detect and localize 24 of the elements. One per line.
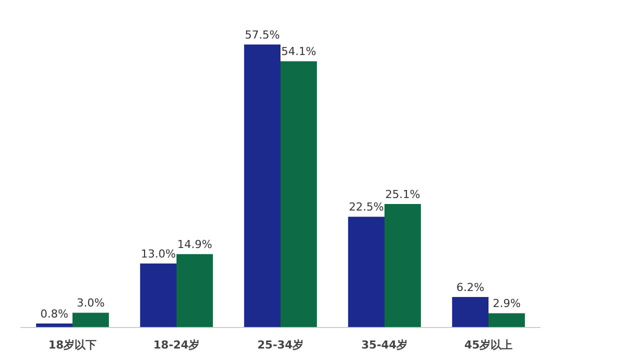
data-label: 13.0% bbox=[140, 248, 176, 261]
bar bbox=[488, 313, 525, 328]
data-label: 25.1% bbox=[385, 188, 420, 201]
bar bbox=[452, 296, 488, 328]
x-tick-label: 45岁以上 bbox=[464, 338, 513, 352]
data-label: 3.0% bbox=[76, 296, 105, 310]
data-label: 6.2% bbox=[456, 280, 484, 294]
data-label: 22.5% bbox=[348, 200, 384, 214]
data-label: 2.9% bbox=[492, 297, 521, 310]
bar bbox=[72, 312, 109, 328]
bar bbox=[244, 44, 280, 328]
x-tick-label: 35-44岁 bbox=[361, 338, 408, 352]
bar bbox=[280, 61, 317, 328]
bar bbox=[384, 204, 421, 328]
bar bbox=[348, 216, 384, 328]
data-label: 14.9% bbox=[177, 238, 212, 252]
x-tick-label: 18-24岁 bbox=[153, 338, 200, 352]
data-label: 54.1% bbox=[281, 45, 316, 58]
x-tick-label: 25-34岁 bbox=[257, 338, 304, 352]
data-label: 0.8% bbox=[40, 308, 68, 321]
data-label: 57.5% bbox=[244, 28, 280, 42]
bar bbox=[176, 254, 213, 328]
x-tick-label: 18岁以下 bbox=[48, 338, 97, 352]
bar bbox=[140, 264, 176, 328]
